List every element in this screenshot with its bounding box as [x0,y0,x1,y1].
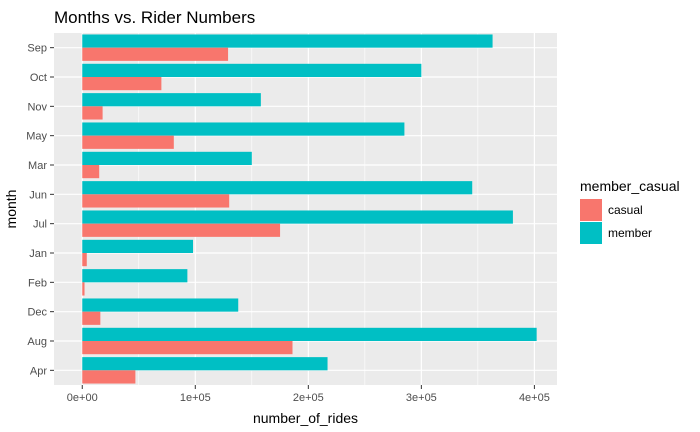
legend-key-casual [580,199,602,221]
bars [82,34,537,384]
bar-casual-oct [82,77,162,91]
y-tick-label: Feb [28,277,47,289]
y-tick-label: Mar [28,160,47,172]
bar-casual-jan [82,253,87,267]
bar-member-dec [82,298,239,312]
bar-member-aug [82,327,537,341]
bar-casual-jun [82,194,230,208]
bar-member-mar [82,151,252,165]
x-tick-label: 0e+00 [67,392,98,404]
bar-casual-feb [82,282,85,296]
x-tick-label: 1e+05 [180,392,211,404]
x-tick-label: 2e+05 [293,392,324,404]
x-tick-label: 4e+05 [519,392,550,404]
legend: member_casual casual member [580,178,680,244]
x-axis: 0e+00 1e+05 2e+05 3e+05 4e+05 [67,385,550,404]
legend-key-member [580,222,602,244]
legend-label-member: member [608,226,652,240]
bar-casual-sep [82,47,229,61]
y-axis-title: month [3,190,19,229]
x-tick-label: 3e+05 [406,392,437,404]
y-tick-label: Aug [27,336,47,348]
bar-casual-apr [82,370,136,384]
plot-panel [54,33,557,385]
bar-member-sep [82,34,493,48]
y-tick-label: Jun [29,189,47,201]
bar-member-feb [82,269,188,283]
bar-casual-aug [82,341,293,355]
y-tick-label: May [26,131,47,143]
bar-member-nov [82,93,261,107]
y-axis: Sep Oct Nov May Mar Jun Jul Jan Feb Dec Aug Apr [26,43,54,377]
bar-casual-dec [82,311,101,325]
x-axis-title: number_of_rides [253,410,358,426]
chart-title: Months vs. Rider Numbers [54,8,255,27]
legend-label-casual: casual [608,203,643,217]
legend-title: member_casual [580,178,680,194]
bar-member-jul [82,210,513,224]
y-tick-label: Jul [33,219,47,231]
y-tick-label: Oct [30,72,47,84]
bar-member-jun [82,181,473,195]
y-tick-label: Nov [27,101,47,113]
bar-casual-mar [82,165,100,179]
bar-member-may [82,122,405,136]
bar-casual-nov [82,106,103,120]
bar-member-oct [82,63,422,77]
y-tick-label: Apr [30,365,47,377]
bar-member-jan [82,239,194,253]
bar-member-apr [82,357,328,371]
y-tick-label: Sep [27,43,47,55]
y-tick-label: Dec [27,307,47,319]
bar-casual-may [82,135,174,149]
bar-casual-jul [82,223,281,237]
y-tick-label: Jan [29,248,47,260]
